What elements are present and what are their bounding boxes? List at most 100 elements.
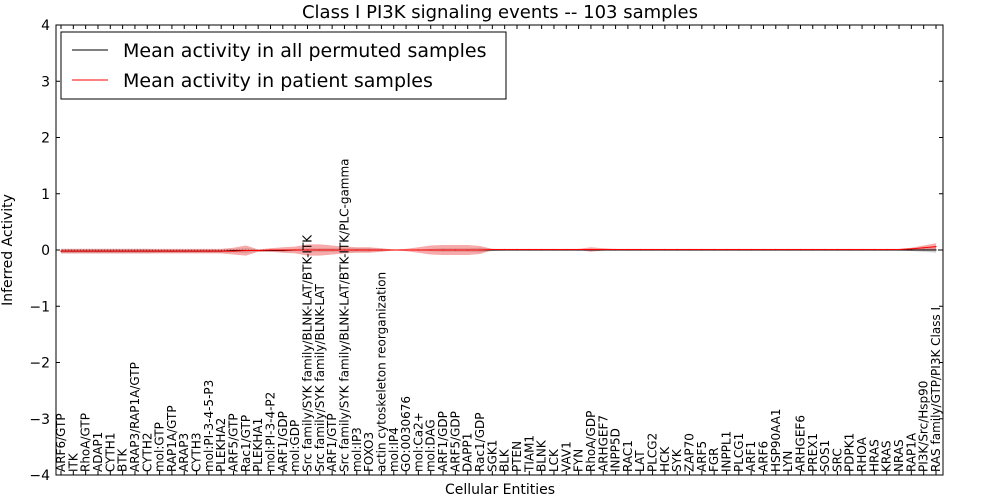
x-tick-label: ARF1/GDP	[436, 411, 450, 472]
data-point	[664, 248, 666, 251]
data-point	[528, 248, 530, 251]
data-point	[220, 250, 222, 252]
x-tick-label: LYN	[781, 451, 795, 472]
x-tick-label: PDPK1	[843, 433, 857, 472]
x-tick-label: mol:PI-3-4-P2	[264, 392, 278, 472]
x-tick-label: ITK	[66, 452, 80, 472]
data-point	[923, 249, 925, 251]
y-axis-label: Inferred Activity	[0, 194, 16, 306]
legend-box	[60, 31, 507, 100]
data-point	[873, 248, 875, 251]
x-tick-label: FYN	[572, 449, 586, 472]
data-point	[861, 248, 863, 251]
data-point	[910, 249, 912, 251]
x-tick-label: actin cytoskeleton reorganization	[374, 272, 388, 472]
y-tick-label: −2	[29, 356, 50, 372]
x-tick-label: Src family/SYK family/BLNK-LAT	[313, 283, 327, 472]
y-tick-label: 4	[41, 18, 50, 34]
x-tick-label: LAT	[633, 450, 647, 472]
data-point	[750, 248, 752, 251]
x-tick-label: PI3K/Src/Hsp90	[917, 381, 931, 472]
data-point	[910, 248, 912, 250]
data-point	[232, 250, 235, 252]
x-tick-label: SOS1	[818, 440, 832, 472]
x-tick-label: BLK	[498, 448, 512, 472]
x-tick-label: ARAP3	[177, 433, 191, 472]
x-tick-label: PLCG1	[732, 433, 746, 472]
x-tick-label: PREX1	[806, 433, 820, 472]
data-point	[886, 248, 888, 251]
data-point	[195, 250, 198, 252]
data-point	[898, 248, 900, 251]
x-tick-label: LCK	[547, 448, 561, 472]
data-point	[183, 250, 185, 252]
data-point	[824, 248, 826, 251]
data-point	[541, 248, 543, 251]
data-point	[504, 248, 506, 251]
data-point	[97, 250, 99, 252]
data-point	[368, 249, 370, 251]
data-point	[836, 248, 839, 251]
data-point	[60, 250, 62, 252]
x-tick-label: mol:GDP	[288, 420, 302, 472]
x-tick-label: PLEKHA2	[214, 418, 228, 472]
y-tick-label: 1	[41, 187, 50, 203]
data-point	[775, 248, 777, 251]
x-tick-label: ZAP70	[683, 433, 697, 472]
data-point	[430, 249, 432, 251]
x-tick-label: CYTH3	[190, 432, 204, 472]
series-line-patient	[61, 246, 937, 252]
data-point	[454, 249, 456, 251]
data-point	[380, 249, 383, 251]
data-point	[491, 248, 493, 251]
data-point	[306, 249, 309, 251]
x-tick-label: FOXO3	[362, 432, 376, 472]
x-tick-label: FGR	[707, 447, 721, 472]
data-point	[602, 248, 604, 251]
data-point	[146, 250, 148, 252]
x-tick-label: Src family/SYK family/BLNK-LAT/BTK-ITK/P…	[337, 158, 351, 472]
data-point	[245, 249, 247, 252]
data-point	[405, 249, 407, 251]
data-point	[331, 249, 333, 251]
data-point	[134, 250, 136, 252]
data-point	[787, 248, 789, 251]
x-tick-label: RAP1A/GTP	[165, 405, 179, 472]
x-tick-label: Rac1/GTP	[239, 415, 253, 472]
x-tick-label: ARAP3/RAP1A/GTP	[128, 362, 142, 472]
data-point	[935, 249, 937, 251]
x-tick-label: mol:Ca2+	[411, 412, 425, 472]
data-point	[442, 249, 444, 251]
data-point	[565, 248, 567, 251]
x-tick-label: INPPL1	[719, 431, 733, 472]
x-tick-label: ARF5	[695, 441, 709, 472]
data-point	[294, 249, 296, 251]
x-tick-label: mol:IP3	[350, 427, 364, 472]
data-point	[417, 249, 419, 251]
legend: Mean activity in all permuted samples Me…	[60, 31, 507, 100]
x-tick-label: Rac1/GDP	[473, 413, 487, 472]
x-tick-label: PTEN	[510, 441, 524, 472]
data-point	[282, 249, 284, 251]
data-point	[578, 248, 580, 251]
x-tick-label: mol:PI-3-4-5-P3	[202, 380, 216, 472]
x-tick-label: RhoA/GTP	[79, 413, 93, 472]
x-tick-label: ARF1/GTP	[325, 413, 339, 472]
x-tick-label: TIAM1	[522, 435, 536, 473]
data-point	[738, 248, 740, 251]
x-tick-label: PLCG2	[646, 433, 660, 472]
x-tick-label: HSP90AA1	[769, 408, 783, 472]
data-point	[109, 250, 111, 252]
data-point	[171, 250, 173, 252]
x-tick-label: SGK1	[485, 440, 499, 472]
data-point	[725, 248, 728, 251]
x-tick-label: CYTH1	[103, 433, 117, 473]
x-tick-label: ARF1	[744, 441, 758, 472]
data-point	[627, 248, 629, 251]
data-point	[269, 249, 272, 251]
data-point	[72, 250, 74, 252]
legend-label-patient: Mean activity in patient samples	[123, 70, 433, 92]
y-tick-label: −4	[29, 468, 50, 484]
x-tick-label: CYTH2	[140, 433, 154, 473]
data-point	[849, 248, 851, 251]
